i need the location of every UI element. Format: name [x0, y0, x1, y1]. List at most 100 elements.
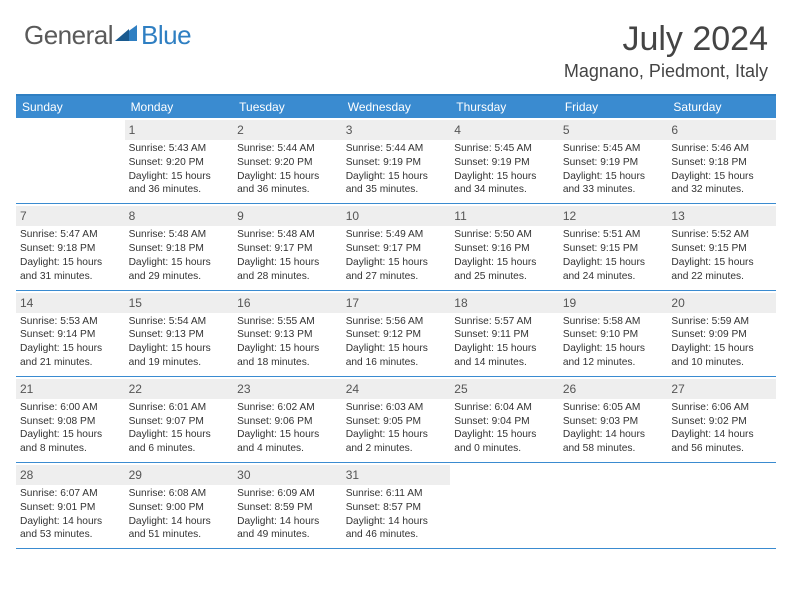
daylight-line: Daylight: 15 hours and 36 minutes.	[129, 170, 230, 198]
day-cell: 22Sunrise: 6:01 AMSunset: 9:07 PMDayligh…	[125, 377, 234, 462]
sunrise-line: Sunrise: 5:53 AM	[20, 315, 121, 329]
empty-cell	[667, 463, 776, 548]
sunset-line: Sunset: 9:19 PM	[563, 156, 664, 170]
sunrise-line: Sunrise: 6:08 AM	[129, 487, 230, 501]
empty-cell	[559, 463, 668, 548]
daylight-line: Daylight: 14 hours and 53 minutes.	[20, 515, 121, 543]
day-cell: 20Sunrise: 5:59 AMSunset: 9:09 PMDayligh…	[667, 291, 776, 376]
day-cell: 15Sunrise: 5:54 AMSunset: 9:13 PMDayligh…	[125, 291, 234, 376]
sunset-line: Sunset: 9:00 PM	[129, 501, 230, 515]
day-cell: 18Sunrise: 5:57 AMSunset: 9:11 PMDayligh…	[450, 291, 559, 376]
empty-cell	[16, 118, 125, 203]
sunrise-line: Sunrise: 6:06 AM	[671, 401, 772, 415]
day-number: 23	[233, 379, 342, 399]
daylight-line: Daylight: 15 hours and 16 minutes.	[346, 342, 447, 370]
sunset-line: Sunset: 9:18 PM	[671, 156, 772, 170]
daylight-line: Daylight: 15 hours and 25 minutes.	[454, 256, 555, 284]
sunrise-line: Sunrise: 5:55 AM	[237, 315, 338, 329]
sunset-line: Sunset: 9:06 PM	[237, 415, 338, 429]
header: General Blue July 2024 Magnano, Piedmont…	[0, 0, 792, 86]
day-number: 4	[450, 120, 559, 140]
daylight-line: Daylight: 15 hours and 18 minutes.	[237, 342, 338, 370]
daylight-line: Daylight: 15 hours and 28 minutes.	[237, 256, 338, 284]
daylight-line: Daylight: 14 hours and 46 minutes.	[346, 515, 447, 543]
calendar: SundayMondayTuesdayWednesdayThursdayFrid…	[16, 94, 776, 549]
day-header: Friday	[559, 96, 668, 118]
sunset-line: Sunset: 9:20 PM	[237, 156, 338, 170]
week-row: 21Sunrise: 6:00 AMSunset: 9:08 PMDayligh…	[16, 377, 776, 463]
day-number: 16	[233, 293, 342, 313]
sunset-line: Sunset: 9:15 PM	[671, 242, 772, 256]
day-cell: 31Sunrise: 6:11 AMSunset: 8:57 PMDayligh…	[342, 463, 451, 548]
day-header: Sunday	[16, 96, 125, 118]
day-header: Saturday	[667, 96, 776, 118]
sunrise-line: Sunrise: 6:04 AM	[454, 401, 555, 415]
sunset-line: Sunset: 9:05 PM	[346, 415, 447, 429]
day-number: 2	[233, 120, 342, 140]
sunrise-line: Sunrise: 5:58 AM	[563, 315, 664, 329]
location-label: Magnano, Piedmont, Italy	[564, 61, 768, 82]
daylight-line: Daylight: 15 hours and 36 minutes.	[237, 170, 338, 198]
sunset-line: Sunset: 9:04 PM	[454, 415, 555, 429]
day-cell: 6Sunrise: 5:46 AMSunset: 9:18 PMDaylight…	[667, 118, 776, 203]
sunset-line: Sunset: 9:17 PM	[237, 242, 338, 256]
day-number: 13	[667, 206, 776, 226]
day-number: 1	[125, 120, 234, 140]
day-number: 12	[559, 206, 668, 226]
sunrise-line: Sunrise: 6:03 AM	[346, 401, 447, 415]
day-cell: 27Sunrise: 6:06 AMSunset: 9:02 PMDayligh…	[667, 377, 776, 462]
day-number: 25	[450, 379, 559, 399]
sunset-line: Sunset: 9:11 PM	[454, 328, 555, 342]
daylight-line: Daylight: 15 hours and 29 minutes.	[129, 256, 230, 284]
daylight-line: Daylight: 15 hours and 8 minutes.	[20, 428, 121, 456]
day-number: 3	[342, 120, 451, 140]
sunrise-line: Sunrise: 6:07 AM	[20, 487, 121, 501]
daylight-line: Daylight: 14 hours and 49 minutes.	[237, 515, 338, 543]
logo-triangle-icon	[115, 23, 139, 48]
day-cell: 12Sunrise: 5:51 AMSunset: 9:15 PMDayligh…	[559, 204, 668, 289]
day-cell: 10Sunrise: 5:49 AMSunset: 9:17 PMDayligh…	[342, 204, 451, 289]
sunrise-line: Sunrise: 6:05 AM	[563, 401, 664, 415]
day-header-row: SundayMondayTuesdayWednesdayThursdayFrid…	[16, 96, 776, 118]
sunset-line: Sunset: 9:18 PM	[20, 242, 121, 256]
sunset-line: Sunset: 9:18 PM	[129, 242, 230, 256]
daylight-line: Daylight: 15 hours and 21 minutes.	[20, 342, 121, 370]
sunset-line: Sunset: 9:20 PM	[129, 156, 230, 170]
sunset-line: Sunset: 9:07 PM	[129, 415, 230, 429]
day-cell: 3Sunrise: 5:44 AMSunset: 9:19 PMDaylight…	[342, 118, 451, 203]
day-cell: 25 Sunrise: 6:04 AMSunset: 9:04 PMDayligh…	[450, 377, 559, 462]
sunrise-line: Sunrise: 5:43 AM	[129, 142, 230, 156]
sunset-line: Sunset: 9:01 PM	[20, 501, 121, 515]
day-number: 29	[125, 465, 234, 485]
sunrise-line: Sunrise: 6:01 AM	[129, 401, 230, 415]
daylight-line: Daylight: 14 hours and 56 minutes.	[671, 428, 772, 456]
sunrise-line: Sunrise: 5:44 AM	[346, 142, 447, 156]
day-number: 9	[233, 206, 342, 226]
daylight-line: Daylight: 14 hours and 58 minutes.	[563, 428, 664, 456]
sunset-line: Sunset: 8:57 PM	[346, 501, 447, 515]
sunrise-line: Sunrise: 5:50 AM	[454, 228, 555, 242]
week-row: 28Sunrise: 6:07 AMSunset: 9:01 PMDayligh…	[16, 463, 776, 549]
day-number: 15	[125, 293, 234, 313]
day-cell: 21Sunrise: 6:00 AMSunset: 9:08 PMDayligh…	[16, 377, 125, 462]
day-number: 24	[342, 379, 451, 399]
day-cell: 7Sunrise: 5:47 AMSunset: 9:18 PMDaylight…	[16, 204, 125, 289]
day-cell: 24Sunrise: 6:03 AMSunset: 9:05 PMDayligh…	[342, 377, 451, 462]
daylight-line: Daylight: 15 hours and 19 minutes.	[129, 342, 230, 370]
day-cell: 9Sunrise: 5:48 AMSunset: 9:17 PMDaylight…	[233, 204, 342, 289]
daylight-line: Daylight: 15 hours and 22 minutes.	[671, 256, 772, 284]
day-number: 10	[342, 206, 451, 226]
day-cell: 29Sunrise: 6:08 AMSunset: 9:00 PMDayligh…	[125, 463, 234, 548]
sunrise-line: Sunrise: 6:02 AM	[237, 401, 338, 415]
daylight-line: Daylight: 15 hours and 32 minutes.	[671, 170, 772, 198]
sunset-line: Sunset: 9:09 PM	[671, 328, 772, 342]
sunset-line: Sunset: 9:15 PM	[563, 242, 664, 256]
day-number: 21	[16, 379, 125, 399]
sunrise-line: Sunrise: 5:45 AM	[563, 142, 664, 156]
sunrise-line: Sunrise: 5:51 AM	[563, 228, 664, 242]
daylight-line: Daylight: 15 hours and 0 minutes.	[454, 428, 555, 456]
sunset-line: Sunset: 9:14 PM	[20, 328, 121, 342]
sunrise-line: Sunrise: 5:48 AM	[129, 228, 230, 242]
day-cell: 19Sunrise: 5:58 AMSunset: 9:10 PMDayligh…	[559, 291, 668, 376]
week-row: 14Sunrise: 5:53 AMSunset: 9:14 PMDayligh…	[16, 291, 776, 377]
